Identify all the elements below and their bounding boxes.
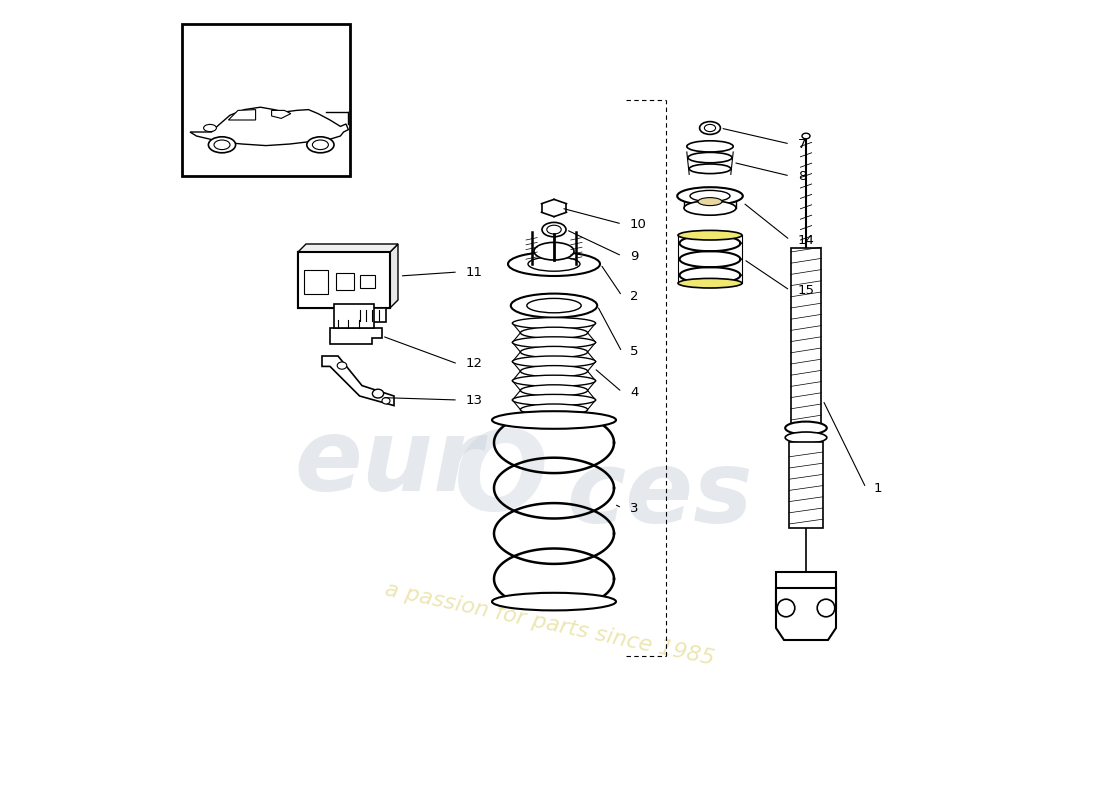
Ellipse shape: [686, 141, 734, 152]
Ellipse shape: [698, 198, 722, 206]
Ellipse shape: [513, 318, 595, 329]
Text: 7: 7: [798, 138, 806, 150]
Polygon shape: [322, 356, 394, 406]
Bar: [182, 24, 350, 176]
Ellipse shape: [684, 201, 736, 215]
Ellipse shape: [520, 366, 587, 377]
Bar: [355, 308, 386, 322]
Text: O: O: [454, 426, 549, 534]
Polygon shape: [390, 244, 398, 308]
Ellipse shape: [204, 124, 217, 131]
Text: 10: 10: [630, 218, 647, 230]
Ellipse shape: [690, 164, 730, 174]
Ellipse shape: [527, 298, 581, 313]
Ellipse shape: [785, 422, 827, 434]
Polygon shape: [298, 244, 398, 252]
Ellipse shape: [542, 222, 566, 237]
Text: 8: 8: [798, 170, 806, 182]
Ellipse shape: [528, 257, 580, 271]
Ellipse shape: [785, 432, 827, 443]
Polygon shape: [330, 328, 382, 344]
Text: 5: 5: [630, 346, 638, 358]
Ellipse shape: [678, 187, 743, 205]
Ellipse shape: [700, 122, 720, 134]
Bar: [298, 252, 390, 308]
Ellipse shape: [492, 411, 616, 429]
Text: ces: ces: [566, 447, 752, 545]
Ellipse shape: [778, 599, 795, 617]
Text: 15: 15: [798, 284, 815, 297]
Text: 1: 1: [874, 482, 882, 494]
Bar: [305, 270, 329, 294]
Ellipse shape: [307, 137, 334, 153]
Ellipse shape: [520, 385, 587, 396]
Ellipse shape: [508, 252, 600, 276]
Ellipse shape: [547, 226, 561, 234]
Ellipse shape: [373, 390, 384, 398]
Ellipse shape: [817, 599, 835, 617]
Ellipse shape: [534, 242, 574, 260]
Polygon shape: [190, 107, 349, 146]
Ellipse shape: [520, 346, 587, 358]
Text: 4: 4: [630, 386, 638, 398]
Ellipse shape: [802, 134, 810, 138]
Ellipse shape: [214, 140, 230, 150]
Bar: [337, 273, 354, 290]
Ellipse shape: [338, 362, 346, 370]
Text: 3: 3: [630, 502, 638, 514]
Ellipse shape: [513, 337, 595, 348]
Ellipse shape: [704, 124, 716, 131]
Text: 12: 12: [466, 358, 483, 370]
Ellipse shape: [520, 404, 587, 415]
Ellipse shape: [510, 294, 597, 318]
Ellipse shape: [520, 327, 587, 338]
Text: 9: 9: [630, 250, 638, 262]
Bar: [791, 248, 822, 424]
Text: a passion for parts since 1985: a passion for parts since 1985: [384, 579, 716, 669]
Bar: [334, 304, 374, 328]
Bar: [298, 252, 390, 308]
Polygon shape: [229, 110, 255, 120]
Ellipse shape: [208, 137, 235, 153]
Bar: [789, 442, 823, 528]
Ellipse shape: [678, 278, 743, 288]
Bar: [361, 275, 375, 288]
Ellipse shape: [513, 375, 595, 386]
Ellipse shape: [382, 398, 390, 404]
Ellipse shape: [678, 230, 743, 240]
Bar: [776, 572, 836, 608]
Text: 14: 14: [798, 234, 815, 246]
Text: eur: eur: [294, 415, 483, 513]
Ellipse shape: [513, 356, 595, 367]
Ellipse shape: [492, 593, 616, 610]
Polygon shape: [272, 110, 290, 118]
Text: 13: 13: [466, 394, 483, 406]
Text: 2: 2: [630, 290, 638, 302]
Ellipse shape: [312, 140, 329, 150]
Ellipse shape: [513, 394, 595, 406]
Ellipse shape: [690, 190, 730, 202]
Polygon shape: [776, 588, 836, 640]
Text: 11: 11: [466, 266, 483, 278]
Ellipse shape: [688, 152, 732, 163]
